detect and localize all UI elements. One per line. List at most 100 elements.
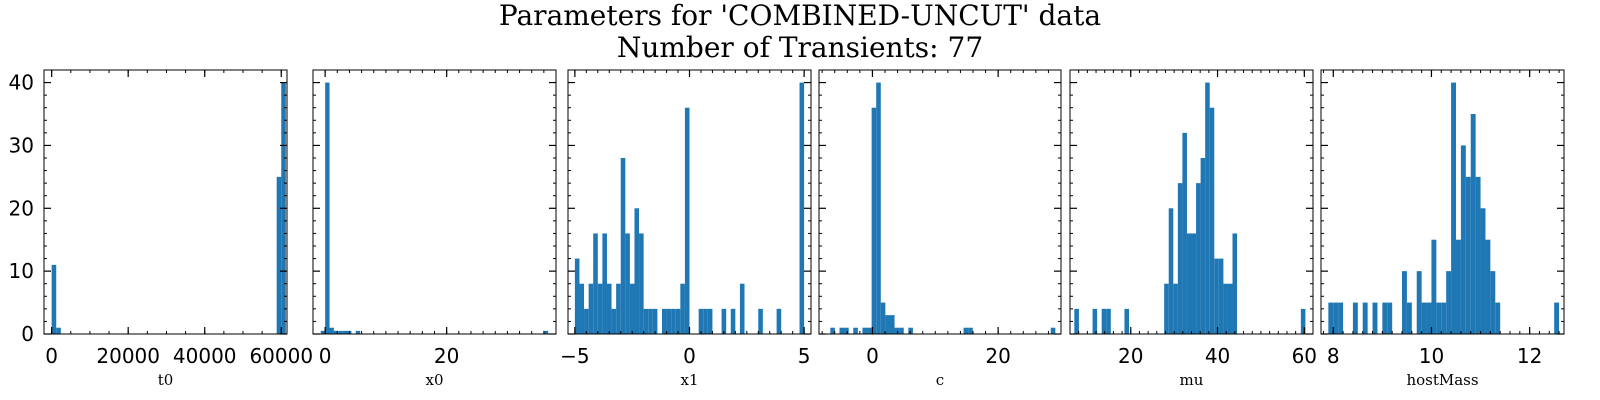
histogram-bar [333,330,339,334]
histogram-bar [1124,308,1130,334]
histogram-bar [1209,107,1215,335]
histogram-bar [320,330,326,334]
histogram-bar [1441,302,1447,334]
x-tick-label: 8 [1327,344,1340,368]
histogram-bar [1168,208,1174,334]
histogram-bar [342,330,348,334]
histogram-bar [862,327,868,334]
histogram-bar [1223,283,1228,334]
histogram-bar [671,308,676,334]
histogram-bar [1372,302,1378,334]
histogram-bar [1436,302,1442,334]
histogram-bar [885,315,890,334]
histogram-bar [1382,302,1388,334]
histogram-bar [1106,308,1111,334]
histogram-bar [1421,302,1427,334]
y-tick-label: 20 [9,196,34,220]
histogram-bar [1200,158,1206,334]
y-tick-label: 40 [9,71,34,95]
histogram-bar [1362,302,1368,334]
histogram-bar [325,82,330,334]
histogram-bar [1333,302,1339,334]
histogram-bar [1205,82,1210,334]
histogram-bar [588,283,594,334]
histogram-bar [867,327,872,334]
axes-frame [818,69,1062,335]
histogram-bar [1050,327,1056,334]
histogram-bar [1451,82,1456,334]
y-tick-label: 0 [21,322,34,346]
histogram-bar [776,308,782,334]
histogram-bar [680,283,685,334]
histogram-bar [1475,176,1481,334]
x-tick-label: 20 [434,344,459,368]
x-tick-label: 0 [45,344,58,368]
x-tick-label: 60000 [249,344,313,368]
histogram-bar [1300,308,1306,334]
x-tick-label: 20 [1118,344,1143,368]
histogram-bar [329,327,334,334]
histogram-bar [276,176,282,334]
histogram-bar [1182,132,1187,334]
x-tick-label: 40 [1205,344,1230,368]
axes-frame [312,69,557,335]
histogram-bar [684,107,690,335]
histogram-bar [652,308,658,334]
x-tick-label: 0 [866,344,879,368]
histogram-bar [1470,114,1476,334]
histogram-bar [625,233,630,334]
x-tick-label: 10 [1419,344,1444,368]
histogram-bar [739,283,745,334]
x-axis-label: c [936,371,944,389]
histogram-bar [1191,233,1197,334]
histogram-bar [1074,308,1079,334]
histogram-bar [597,283,603,334]
histogram-bar [1232,233,1238,334]
histogram-bar [876,82,881,334]
histogram-bar [698,308,704,334]
histogram-bar [56,327,61,334]
histogram-bar [643,308,649,334]
x-tick-label: 0 [319,344,332,368]
histogram-bar [666,308,672,334]
x-axis-label: mu [1180,371,1204,389]
histogram-bar [574,258,580,334]
chart-title: Parameters for 'COMBINED-UNCUT' data [498,0,1102,32]
histogram-bar [639,233,644,334]
histogram-bar [593,233,598,334]
histogram-bar [721,308,727,334]
x-axis-label: hostMass [1406,371,1478,389]
histogram-bar [634,208,640,334]
histogram-bar [908,327,913,334]
histogram-bar [1352,302,1358,334]
histogram-bar [338,330,343,334]
histogram-bar [894,327,900,334]
histogram-bar [871,107,877,335]
histogram-bar [1490,271,1496,334]
histogram-bar [839,327,845,334]
histogram-bar [648,308,653,334]
histogram-bar [1460,145,1466,334]
histogram-bar [844,327,849,334]
histogram-bar [1092,308,1098,334]
histogram-bar [675,308,681,334]
axes-frame [1320,69,1565,335]
x-tick-label: 20000 [96,344,160,368]
x-tick-label: 40000 [173,344,237,368]
x-axis-label: x0 [425,371,443,389]
histogram-bar [1480,208,1486,334]
histogram-bar [1431,239,1437,334]
histogram-bar [1402,271,1407,334]
histogram-bar [1554,302,1560,334]
histogram-bar [730,308,736,334]
histogram-bar [880,302,886,334]
histogram-bar [1485,239,1491,334]
chart-title-block: Parameters for 'COMBINED-UNCUT' data Num… [0,0,1600,64]
histogram-bar [707,308,713,334]
histogram-bar [1196,183,1201,334]
histogram-bar [611,308,617,334]
histogram-bar [1456,239,1461,334]
histogram-bar [799,82,805,334]
x-tick-label: 60 [1292,344,1317,368]
